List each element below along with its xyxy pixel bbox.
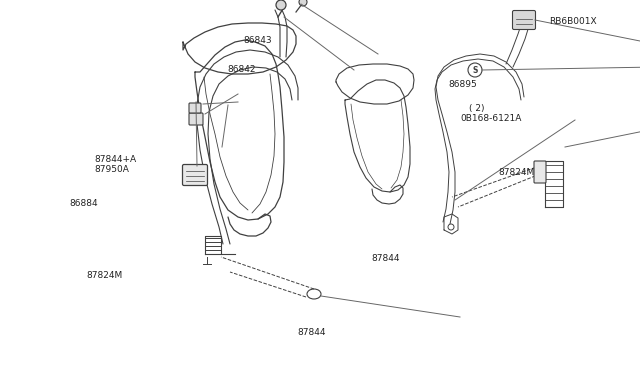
Text: ( 2): ( 2) (469, 105, 484, 113)
Text: 86842: 86842 (227, 65, 256, 74)
Text: 86884: 86884 (69, 199, 98, 208)
Ellipse shape (307, 289, 321, 299)
Text: 87824M: 87824M (86, 271, 123, 280)
FancyBboxPatch shape (189, 113, 203, 125)
FancyBboxPatch shape (182, 164, 207, 186)
Text: S: S (472, 65, 477, 74)
Text: RB6B001X: RB6B001X (549, 17, 596, 26)
Text: 87844: 87844 (298, 328, 326, 337)
Text: 87950A: 87950A (95, 165, 129, 174)
Text: 0B168-6121A: 0B168-6121A (461, 114, 522, 123)
FancyBboxPatch shape (513, 10, 536, 29)
Text: 87824M: 87824M (498, 169, 534, 177)
Text: 87844: 87844 (371, 254, 400, 263)
Text: 86843: 86843 (243, 36, 272, 45)
Text: 87844+A: 87844+A (95, 155, 137, 164)
Circle shape (276, 0, 286, 10)
Circle shape (448, 224, 454, 230)
Circle shape (299, 0, 307, 6)
Text: 86895: 86895 (448, 80, 477, 89)
FancyBboxPatch shape (534, 161, 546, 183)
FancyBboxPatch shape (189, 103, 201, 113)
Circle shape (468, 63, 482, 77)
